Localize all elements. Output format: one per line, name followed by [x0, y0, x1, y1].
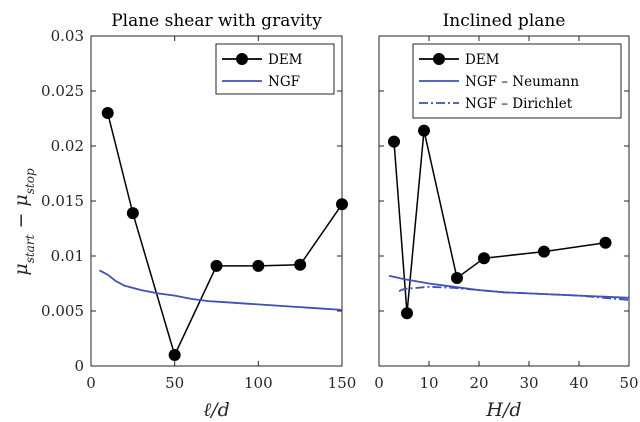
data-point	[126, 207, 139, 220]
legend-marker	[236, 53, 248, 65]
data-point	[336, 198, 348, 211]
y-tick-label: 0	[74, 357, 84, 375]
legend-label: NGF	[268, 74, 300, 90]
series-line	[106, 112, 343, 358]
series-line	[388, 274, 630, 299]
data-point	[101, 107, 114, 119]
legend-marker	[433, 53, 445, 65]
data-point	[451, 272, 463, 284]
legend-label: NGF – Dirichlet	[465, 96, 573, 112]
data-point	[478, 252, 490, 265]
legend-label: DEM	[465, 52, 500, 68]
data-point	[599, 236, 612, 249]
series-line	[393, 130, 606, 314]
x-axis-label: H/d	[485, 399, 521, 421]
y-axis-label: μstart − μstop	[10, 168, 37, 276]
y-tick-label: 0.015	[41, 192, 84, 210]
data-point	[418, 124, 430, 137]
x-tick-label: 30	[519, 374, 538, 392]
series-line	[98, 269, 343, 311]
data-point	[538, 245, 550, 258]
x-tick-label: 0	[374, 374, 384, 392]
x-axis-label: ℓ/d	[203, 399, 229, 421]
data-point	[168, 349, 181, 361]
y-tick-label: 0.005	[41, 302, 84, 320]
legend-label: NGF – Neumann	[465, 74, 579, 90]
data-point	[294, 258, 307, 271]
x-tick-label: 50	[619, 374, 638, 392]
panel-1: Plane shear with gravity 0 50 100 150 0 0.005 0…	[41, 11, 356, 421]
panel-title: Inclined plane	[443, 11, 566, 31]
panel-title: Plane shear with gravity	[111, 11, 322, 31]
x-tick-label: 10	[419, 374, 438, 392]
y-tick-label: 0.025	[41, 82, 84, 100]
panel-2: Inclined plane 0 10 20 30 40 50 H/d DEM NGF – Neu…	[374, 11, 638, 421]
x-tick-label: 0	[86, 374, 96, 392]
x-tick-label: 100	[244, 374, 273, 392]
x-tick-label: 150	[328, 374, 357, 392]
y-tick-label: 0.03	[51, 27, 84, 45]
x-tick-label: 40	[569, 374, 588, 392]
data-point	[388, 135, 400, 148]
legend-label: DEM	[268, 52, 303, 68]
legend-box	[215, 43, 335, 95]
data-point	[401, 307, 413, 320]
x-tick-label: 50	[165, 374, 184, 392]
x-tick-label: 20	[469, 374, 488, 392]
series-line	[398, 285, 630, 301]
data-point	[252, 259, 265, 272]
data-point	[210, 259, 223, 272]
y-tick-label: 0.01	[51, 247, 84, 265]
y-tick-label: 0.02	[51, 137, 84, 155]
